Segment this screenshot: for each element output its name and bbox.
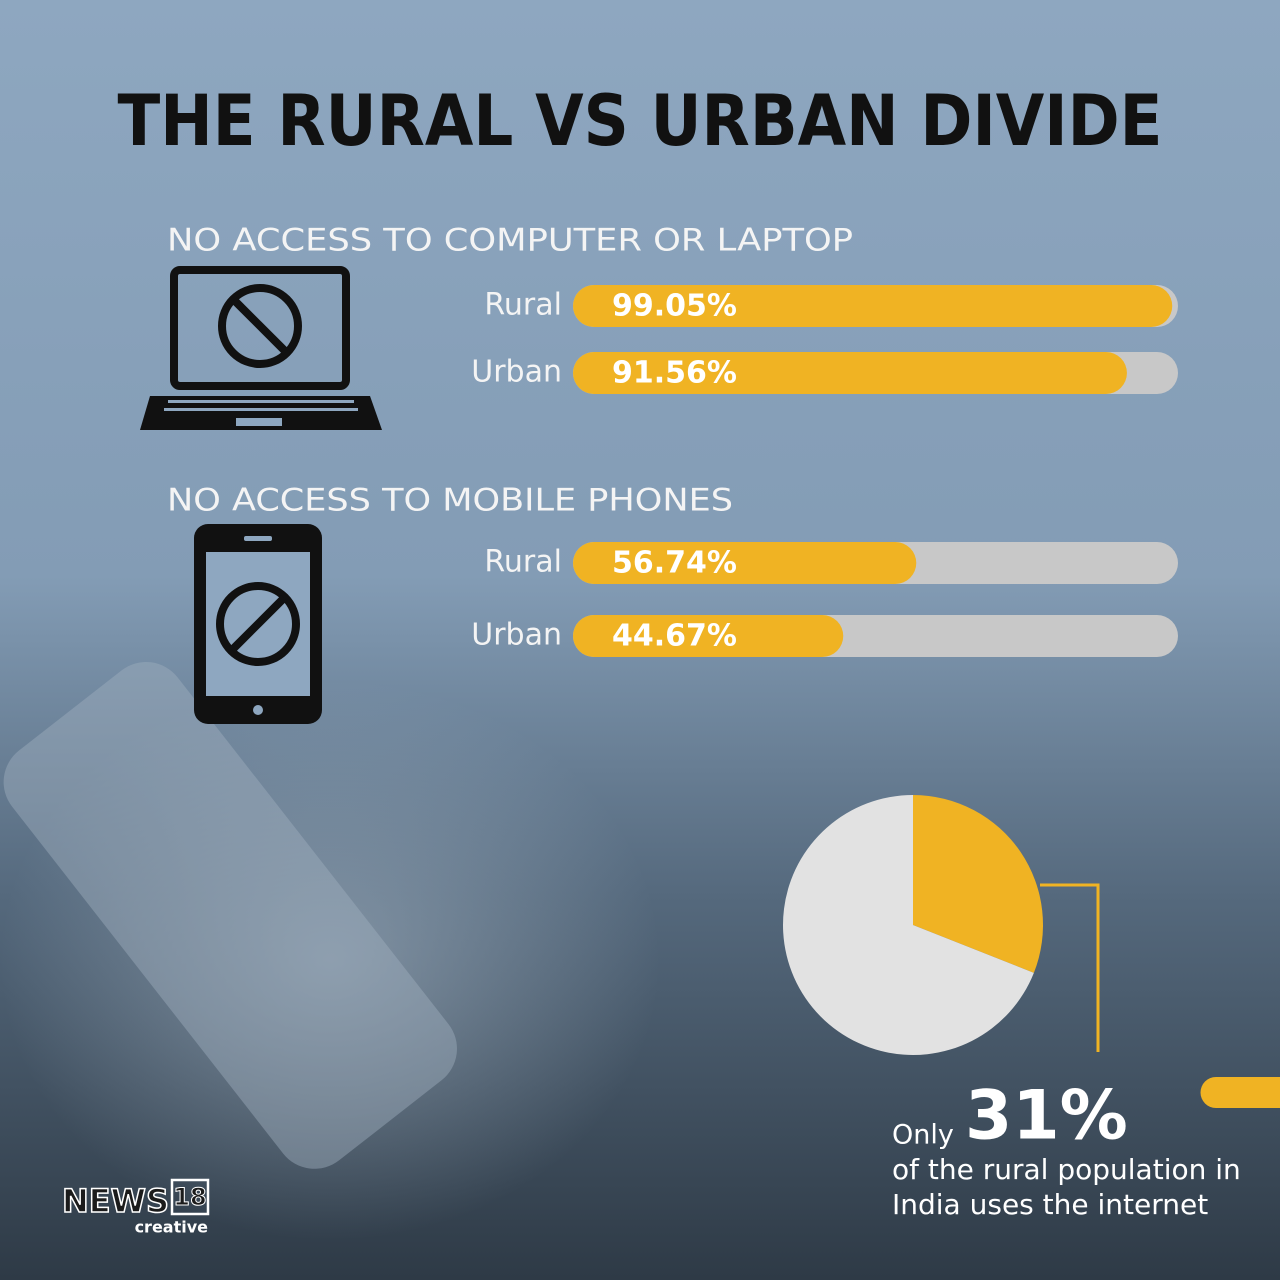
main-title: THE RURAL VS URBAN DIVIDE <box>118 80 1163 162</box>
bar <box>573 542 917 584</box>
value-label: 99.05% <box>612 289 737 324</box>
bar <box>573 285 1173 327</box>
value-label: 56.74% <box>612 546 737 581</box>
brand-sub: creative <box>135 1218 209 1237</box>
category-label: Rural <box>484 288 562 323</box>
value-label: 91.56% <box>612 356 737 391</box>
category-label: Rural <box>484 545 562 580</box>
annotation-value: 31% <box>965 1077 1128 1156</box>
accent-bar <box>1200 1077 1280 1108</box>
brand-box <box>170 1178 210 1216</box>
annotation-text: of the rural population in <box>892 1153 1241 1186</box>
bar <box>573 615 844 657</box>
laptop-icon <box>140 266 382 430</box>
pie-slice <box>783 795 1034 1056</box>
category-label: Urban <box>471 355 562 390</box>
brand-name: NEWS <box>62 1182 169 1220</box>
value-label: 44.67% <box>612 619 737 654</box>
brand-logo: NEWS 18 creative <box>61 1178 210 1237</box>
phone-photo <box>3 662 457 1169</box>
pie-slice <box>913 795 1044 973</box>
section-title: NO ACCESS TO MOBILE PHONES <box>167 483 733 519</box>
annotation-prefix: Only <box>892 1120 954 1151</box>
section-title: NO ACCESS TO COMPUTER OR LAPTOP <box>167 223 853 259</box>
phone-icon <box>194 524 322 724</box>
brand-number: 18 <box>173 1183 206 1211</box>
background-photo <box>0 680 660 1240</box>
bar <box>573 352 1127 394</box>
leader-line <box>1040 883 1100 1052</box>
annotation-text: India uses the internet <box>892 1188 1208 1221</box>
category-label: Urban <box>471 618 562 653</box>
